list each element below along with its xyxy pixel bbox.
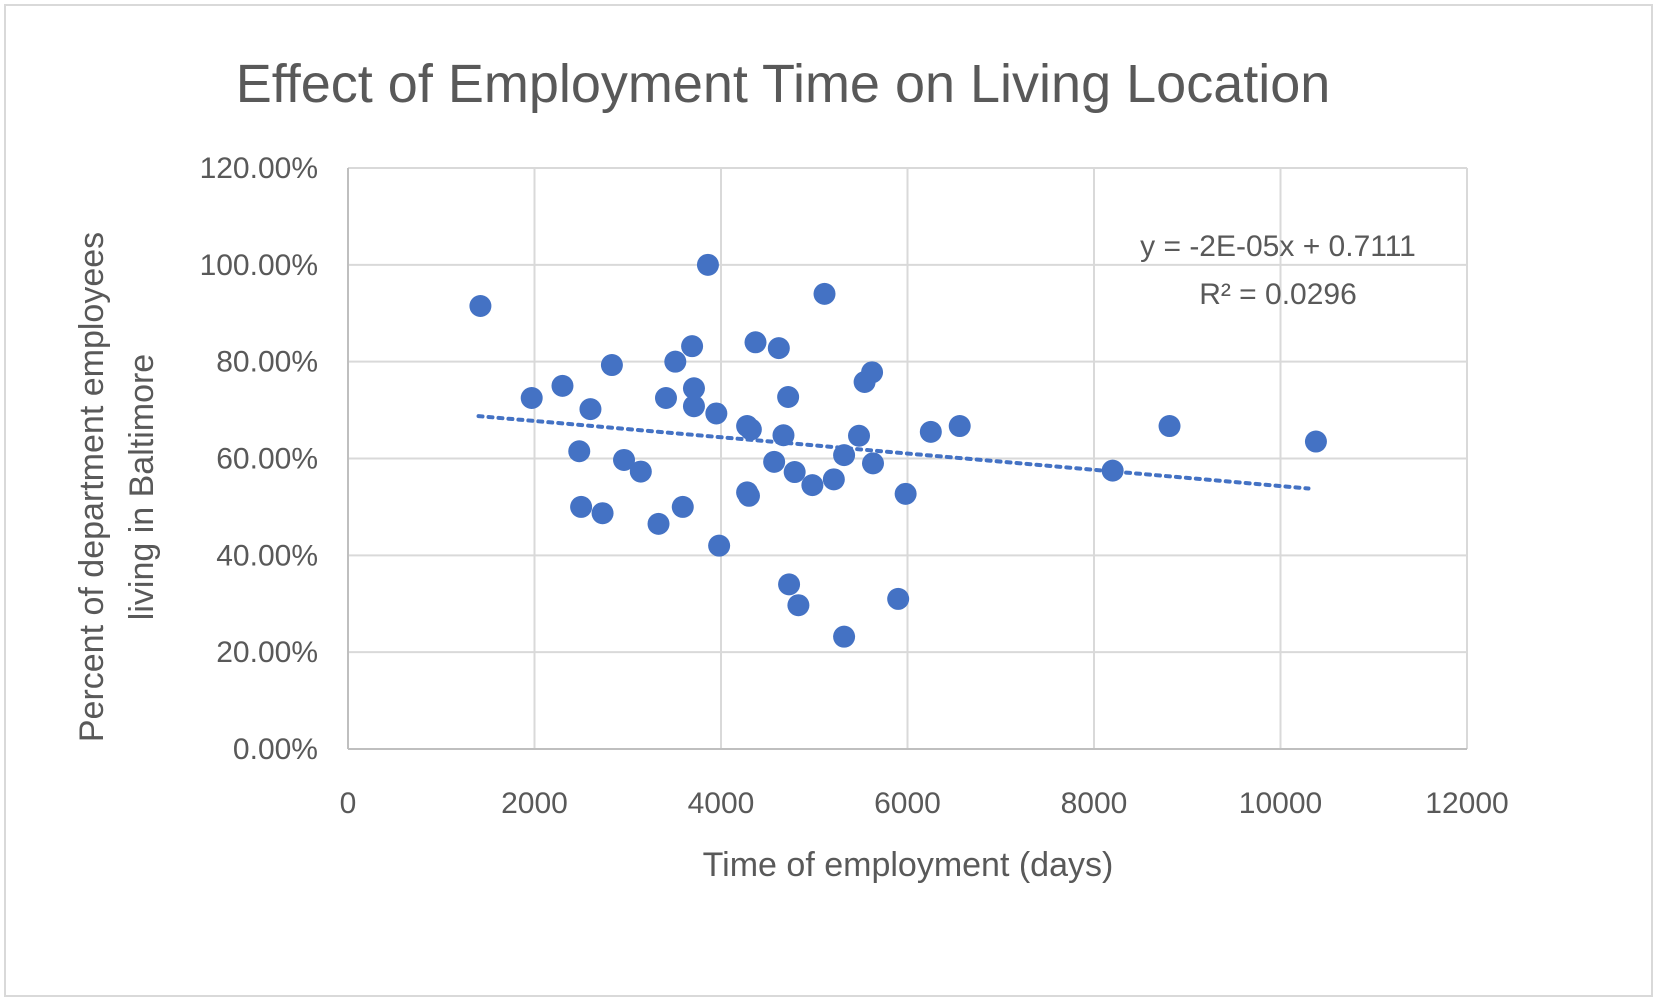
data-point <box>696 253 719 276</box>
y-tick-label: 40.00% <box>216 539 318 572</box>
data-point <box>763 450 786 473</box>
data-point <box>551 374 574 397</box>
data-point <box>705 402 728 425</box>
data-point <box>664 350 687 373</box>
data-point <box>737 484 760 507</box>
data-point <box>801 474 824 497</box>
y-tick-label: 100.00% <box>200 249 318 282</box>
data-point <box>1304 430 1327 453</box>
data-point <box>894 482 917 505</box>
y-axis-title: Percent of department employees living i… <box>73 232 161 742</box>
data-point <box>629 460 652 483</box>
axes <box>347 168 1467 750</box>
trendline-group <box>476 414 1311 491</box>
y-axis-title-line-2: living in Baltimore <box>123 354 161 620</box>
data-point <box>783 461 806 484</box>
data-point <box>833 625 856 648</box>
data-point <box>833 444 856 467</box>
x-tick-label: 8000 <box>1061 787 1128 820</box>
data-point <box>1101 459 1124 482</box>
data-point <box>1158 415 1181 438</box>
x-tick-label: 12000 <box>1425 787 1508 820</box>
data-point <box>682 377 705 400</box>
data-point <box>739 418 762 441</box>
data-point <box>681 335 704 358</box>
y-axis-title-line-1: Percent of department employees <box>73 232 111 742</box>
data-point <box>787 594 810 617</box>
data-point <box>919 420 942 443</box>
data-point <box>744 331 767 354</box>
data-point <box>767 337 790 360</box>
y-tick-label: 120.00% <box>200 152 318 185</box>
trendline <box>476 414 1311 491</box>
data-point <box>671 495 694 518</box>
x-tick-label: 10000 <box>1239 787 1322 820</box>
data-point <box>861 452 884 475</box>
trendline-equation: y = -2E-05x + 0.7111 <box>1140 230 1416 263</box>
data-point <box>772 424 795 447</box>
y-tick-label: 80.00% <box>216 346 318 379</box>
x-tick-label: 4000 <box>688 787 755 820</box>
data-point <box>848 424 871 447</box>
x-tick-label: 6000 <box>874 787 941 820</box>
data-point <box>520 386 543 409</box>
y-tick-label: 20.00% <box>216 636 318 669</box>
data-point <box>861 361 884 384</box>
data-point <box>613 448 636 471</box>
data-point <box>948 415 971 438</box>
y-tick-label: 0.00% <box>233 733 318 766</box>
data-point <box>570 495 593 518</box>
data-point <box>579 398 602 421</box>
data-point <box>654 386 677 409</box>
y-axis-tick-labels: 0.00% 20.00% 40.00% 60.00% 80.00% 100.00% 120.… <box>200 152 318 766</box>
data-point <box>813 282 836 305</box>
data-point <box>887 587 910 610</box>
data-point <box>591 502 614 525</box>
scatter-chart: Effect of Employment Time on Living Loca… <box>73 54 1509 884</box>
x-tick-label: 0 <box>340 787 357 820</box>
data-point <box>600 354 623 377</box>
x-axis-title: Time of employment (days) <box>703 846 1114 884</box>
data-point <box>682 395 705 418</box>
gridlines <box>348 167 1468 749</box>
chart-title: Effect of Employment Time on Living Loca… <box>236 54 1331 114</box>
data-points <box>469 253 1327 648</box>
data-point <box>777 386 800 409</box>
x-tick-label: 2000 <box>501 787 568 820</box>
data-point <box>822 468 845 491</box>
data-point <box>568 440 591 463</box>
chart-frame: Effect of Employment Time on Living Loca… <box>4 4 1653 997</box>
data-point <box>469 294 492 317</box>
trendline-r-squared: R² = 0.0296 <box>1199 278 1357 311</box>
data-point <box>647 512 670 535</box>
x-axis-tick-labels: 0 2000 4000 6000 8000 10000 12000 <box>340 787 1509 820</box>
data-point <box>778 573 801 596</box>
y-tick-label: 60.00% <box>216 443 318 476</box>
data-point <box>708 534 731 557</box>
